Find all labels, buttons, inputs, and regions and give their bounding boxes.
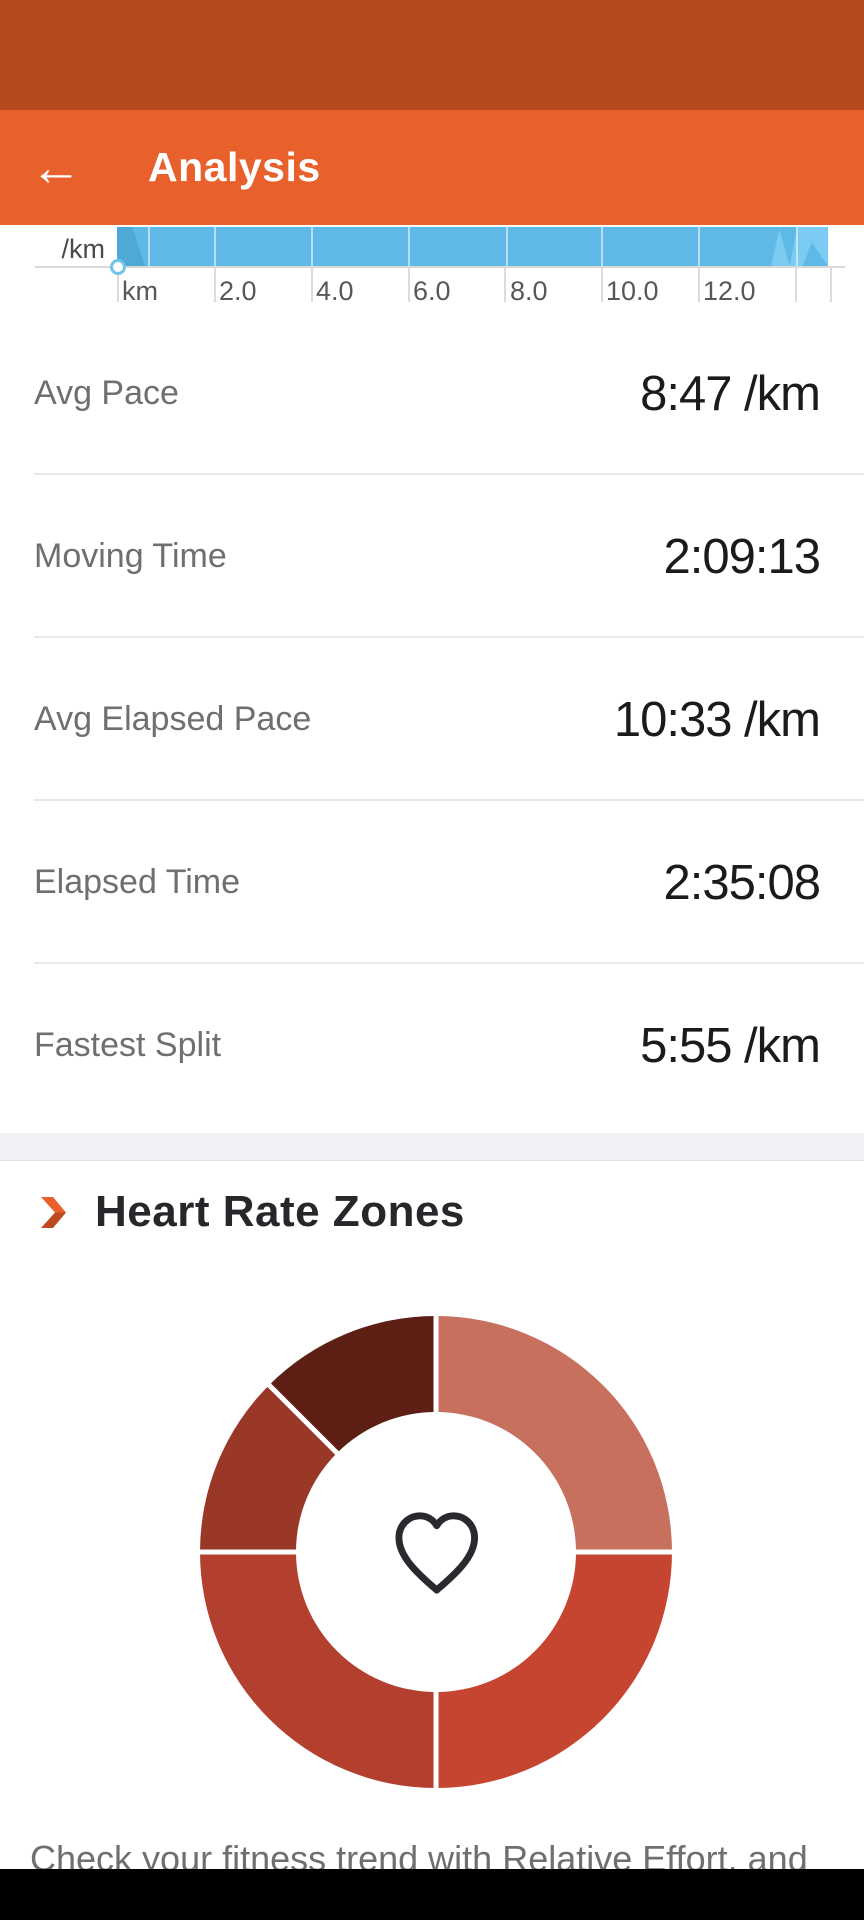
chart-gridline: [408, 227, 410, 266]
x-axis-label: 12.0: [703, 276, 756, 306]
page-title: Analysis: [148, 144, 321, 190]
section-title: Heart Rate Zones: [95, 1187, 465, 1236]
hr-zone-segment-5: [269, 1316, 436, 1453]
chart-scrub-handle[interactable]: [110, 259, 126, 275]
axis-tick: [795, 267, 797, 302]
stat-value: 10:33 /km: [613, 692, 821, 747]
stat-value: 8:47 /km: [640, 366, 821, 421]
chevron-right-icon: [41, 1196, 66, 1228]
axis-tick: [504, 267, 506, 302]
axis-tick: [117, 267, 119, 302]
chart-gridline: [506, 227, 508, 266]
chart-gridline: [214, 227, 216, 266]
stat-value: 5:55 /km: [640, 1018, 821, 1073]
stat-row-moving-time: Moving Time 2:09:13: [0, 475, 864, 638]
hr-zone-segment-1: [436, 1316, 672, 1552]
stat-value: 2:35:08: [663, 855, 821, 910]
bottom-system-bar: [0, 1869, 864, 1920]
x-axis-label: km: [122, 276, 158, 306]
hr-zone-segment-3: [200, 1552, 436, 1788]
heart-outline-icon: [395, 1512, 479, 1594]
status-bar: [0, 0, 864, 110]
stat-value: 2:09:13: [663, 529, 821, 584]
axis-tick: [311, 267, 313, 302]
stat-row-elapsed-time: Elapsed Time 2:35:08: [0, 801, 864, 964]
pace-chart-y-unit: /km: [61, 234, 106, 264]
stat-label: Fastest Split: [34, 1026, 222, 1064]
chart-gridline: [601, 227, 603, 266]
stat-label: Avg Pace: [34, 374, 179, 412]
hr-zone-segment-2: [436, 1552, 672, 1788]
chart-gridline: [311, 227, 313, 266]
axis-tick: [830, 267, 832, 302]
x-axis-label: 8.0: [510, 276, 548, 306]
stat-label: Elapsed Time: [34, 863, 240, 901]
stat-row-avg-elapsed-pace: Avg Elapsed Pace 10:33 /km: [0, 638, 864, 801]
chart-gridline: [148, 227, 150, 266]
x-axis-label: 10.0: [606, 276, 659, 306]
x-axis-label: 2.0: [219, 276, 257, 306]
stat-row-fastest-split: Fastest Split 5:55 /km: [0, 964, 864, 1127]
pace-area: [117, 227, 828, 266]
stats-list: Avg Pace 8:47 /km Moving Time 2:09:13 Av…: [0, 312, 864, 1127]
pace-chart[interactable]: /km km 2.0 4.0 6.0 8.0 10.0 12.0: [0, 225, 864, 315]
axis-tick: [214, 267, 216, 302]
heart-rate-zones-header[interactable]: Heart Rate Zones: [0, 1184, 864, 1240]
section-separator: [0, 1133, 864, 1161]
app-bar: ← Analysis: [0, 110, 864, 225]
chart-gridline: [698, 227, 700, 266]
stat-label: Moving Time: [34, 537, 227, 575]
x-axis-line: [35, 266, 845, 268]
axis-tick: [408, 267, 410, 302]
stat-label: Avg Elapsed Pace: [34, 700, 312, 738]
back-button[interactable]: ←: [30, 138, 82, 197]
donut-dividers: [198, 1314, 674, 1790]
chart-gridline: [796, 227, 798, 266]
x-axis-label: 6.0: [413, 276, 451, 306]
heart-rate-zones-donut: [198, 1314, 674, 1790]
stat-row-avg-pace: Avg Pace 8:47 /km: [0, 312, 864, 475]
x-axis-label: 4.0: [316, 276, 354, 306]
hr-zone-segment-4: [200, 1385, 337, 1552]
axis-tick: [601, 267, 603, 302]
axis-tick: [698, 267, 700, 302]
